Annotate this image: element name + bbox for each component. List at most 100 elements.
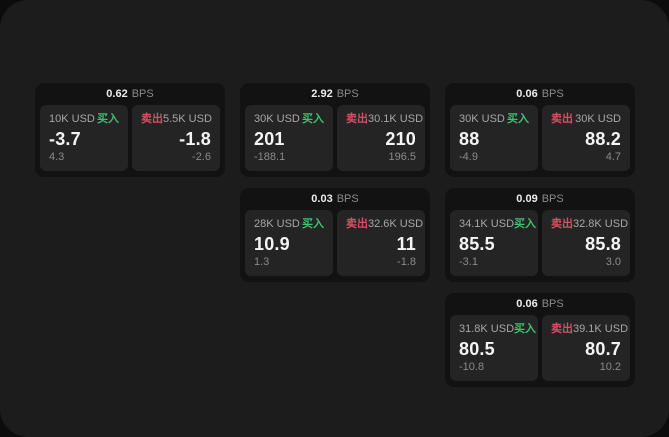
card-body: 10K USD 买入 -3.7 4.3 卖出 5.5K USD -1.8 -2.… — [35, 105, 225, 177]
buy-panel-top: 34.1K USD 买入 — [459, 218, 536, 231]
buy-panel-top: 31.8K USD 买入 — [459, 323, 536, 336]
buy-amount: 30K USD — [459, 113, 505, 125]
bps-unit-label: BPS — [131, 88, 154, 100]
sell-amount: 32.8K USD — [573, 218, 629, 230]
buy-amount: 28K USD — [254, 218, 300, 230]
buy-panel[interactable]: 28K USD 买入 10.9 1.3 — [245, 210, 333, 276]
sell-panel[interactable]: 卖出 5.5K USD -1.8 -2.6 — [132, 105, 220, 171]
buy-label: 买入 — [97, 113, 119, 125]
sell-label: 卖出 — [551, 113, 573, 125]
buy-panel-top: 10K USD 买入 — [49, 113, 119, 126]
sell-panel-top: 卖出 39.1K USD — [551, 323, 628, 336]
bps-unit-label: BPS — [336, 193, 359, 205]
bps-value: 0.06 — [516, 298, 538, 310]
sell-delta: -1.8 — [397, 256, 416, 268]
card-body: 30K USD 买入 201 -188.1 卖出 30.1K USD 210 1… — [240, 105, 430, 177]
sell-panel-top: 卖出 30.1K USD — [346, 113, 423, 126]
buy-amount: 30K USD — [254, 113, 300, 125]
buy-amount: 34.1K USD — [459, 218, 515, 230]
sell-panel-top: 卖出 32.8K USD — [551, 218, 628, 231]
buy-delta: -10.8 — [459, 361, 485, 373]
quote-card: 0.06 BPS 31.8K USD 买入 80.5 -10.8 卖出 39.1… — [445, 293, 635, 387]
card-header: 0.06 BPS — [445, 83, 635, 105]
card-body: 30K USD 买入 88 -4.9 卖出 30K USD 88.2 4.7 — [445, 105, 635, 177]
card-header: 0.03 BPS — [240, 188, 430, 210]
card-body: 31.8K USD 买入 80.5 -10.8 卖出 39.1K USD 80.… — [445, 315, 635, 387]
sell-delta: 196.5 — [388, 151, 416, 163]
buy-price: 10.9 — [254, 233, 290, 254]
sell-label: 卖出 — [346, 113, 368, 125]
buy-label: 买入 — [302, 113, 324, 125]
card-header: 2.92 BPS — [240, 83, 430, 105]
buy-panel[interactable]: 30K USD 买入 88 -4.9 — [450, 105, 538, 171]
sell-price: 11 — [396, 233, 416, 254]
buy-panel-top: 28K USD 买入 — [254, 218, 324, 231]
buy-panel[interactable]: 30K USD 买入 201 -188.1 — [245, 105, 333, 171]
sell-panel[interactable]: 卖出 32.8K USD 85.8 3.0 — [542, 210, 630, 276]
buy-label: 买入 — [514, 218, 537, 230]
buy-price: 85.5 — [459, 233, 495, 254]
sell-price: 88.2 — [585, 128, 621, 149]
buy-panel[interactable]: 10K USD 买入 -3.7 4.3 — [40, 105, 128, 171]
card-header: 0.62 BPS — [35, 83, 225, 105]
buy-panel-top: 30K USD 买入 — [459, 113, 529, 126]
bps-value: 0.03 — [311, 193, 333, 205]
bps-value: 0.62 — [106, 88, 128, 100]
buy-label: 买入 — [302, 218, 324, 230]
quote-card: 0.06 BPS 30K USD 买入 88 -4.9 卖出 30K USD — [445, 83, 635, 177]
buy-delta: -4.9 — [459, 151, 478, 163]
sell-panel-top: 卖出 32.6K USD — [346, 218, 423, 231]
sell-label: 卖出 — [551, 323, 573, 335]
buy-panel-top: 30K USD 买入 — [254, 113, 324, 126]
sell-panel-top: 卖出 5.5K USD — [141, 113, 212, 126]
sell-label: 卖出 — [346, 218, 368, 230]
sell-amount: 32.6K USD — [368, 218, 424, 230]
quote-grid: 0.62 BPS 10K USD 买入 -3.7 4.3 卖出 5.5K USD — [35, 83, 635, 387]
buy-label: 买入 — [507, 113, 529, 125]
buy-delta: 1.3 — [254, 256, 270, 268]
sell-panel[interactable]: 卖出 30K USD 88.2 4.7 — [542, 105, 630, 171]
bps-value: 0.09 — [516, 193, 538, 205]
bps-unit-label: BPS — [541, 298, 564, 310]
sell-amount: 5.5K USD — [163, 113, 212, 125]
bps-value: 2.92 — [311, 88, 333, 100]
sell-amount: 30K USD — [575, 113, 621, 125]
bps-unit-label: BPS — [541, 193, 564, 205]
quote-card: 2.92 BPS 30K USD 买入 201 -188.1 卖出 30.1K … — [240, 83, 430, 177]
sell-price: 210 — [385, 128, 416, 149]
bps-value: 0.06 — [516, 88, 538, 100]
buy-delta: -188.1 — [254, 151, 286, 163]
card-body: 34.1K USD 买入 85.5 -3.1 卖出 32.8K USD 85.8… — [445, 210, 635, 282]
buy-delta: -3.1 — [459, 256, 478, 268]
sell-delta: 10.2 — [599, 361, 621, 373]
sell-panel[interactable]: 卖出 32.6K USD 11 -1.8 — [337, 210, 425, 276]
buy-panel[interactable]: 34.1K USD 买入 85.5 -3.1 — [450, 210, 538, 276]
sell-amount: 39.1K USD — [573, 323, 629, 335]
sell-panel-top: 卖出 30K USD — [551, 113, 621, 126]
sell-price: -1.8 — [179, 128, 211, 149]
sell-panel[interactable]: 卖出 39.1K USD 80.7 10.2 — [542, 315, 630, 381]
card-header: 0.06 BPS — [445, 293, 635, 315]
sell-delta: 4.7 — [605, 151, 621, 163]
buy-amount: 10K USD — [49, 113, 95, 125]
quote-card: 0.03 BPS 28K USD 买入 10.9 1.3 卖出 32.6K US… — [240, 188, 430, 282]
sell-price: 85.8 — [585, 233, 621, 254]
bps-unit-label: BPS — [336, 88, 359, 100]
sell-delta: 3.0 — [605, 256, 621, 268]
sell-amount: 30.1K USD — [368, 113, 424, 125]
sell-label: 卖出 — [551, 218, 573, 230]
buy-amount: 31.8K USD — [459, 323, 515, 335]
bps-unit-label: BPS — [541, 88, 564, 100]
buy-panel[interactable]: 31.8K USD 买入 80.5 -10.8 — [450, 315, 538, 381]
buy-label: 买入 — [514, 323, 537, 335]
card-body: 28K USD 买入 10.9 1.3 卖出 32.6K USD 11 -1.8 — [240, 210, 430, 282]
buy-price: 201 — [254, 128, 285, 149]
sell-delta: -2.6 — [192, 151, 211, 163]
buy-price: 80.5 — [459, 338, 495, 359]
sell-panel[interactable]: 卖出 30.1K USD 210 196.5 — [337, 105, 425, 171]
quote-card: 0.09 BPS 34.1K USD 买入 85.5 -3.1 卖出 32.8K… — [445, 188, 635, 282]
buy-price: 88 — [459, 128, 480, 149]
buy-delta: 4.3 — [49, 151, 65, 163]
card-header: 0.09 BPS — [445, 188, 635, 210]
